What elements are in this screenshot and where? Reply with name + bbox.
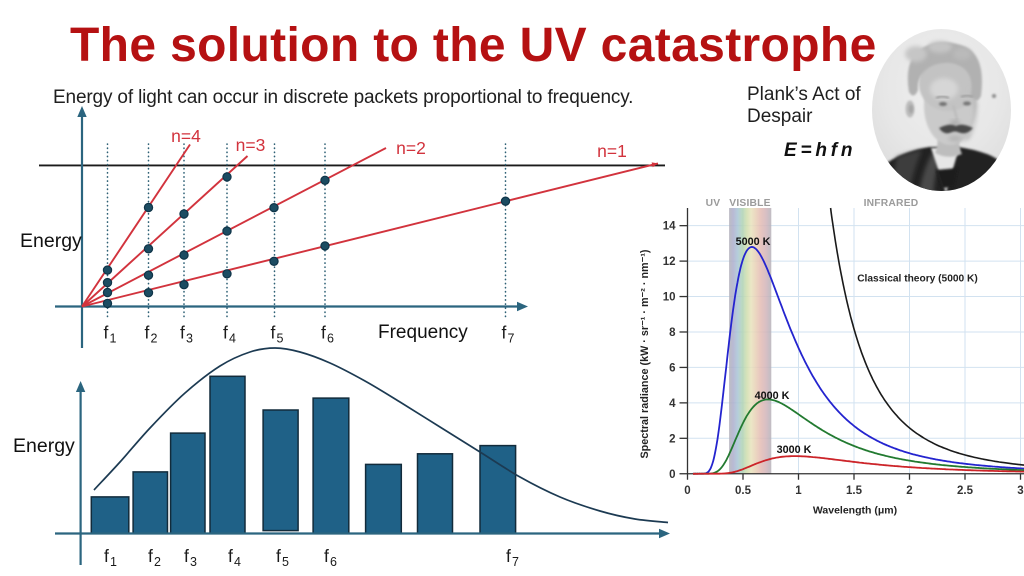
- svg-text:f: f: [502, 323, 507, 343]
- svg-text:3000 K: 3000 K: [777, 444, 812, 456]
- svg-text:f: f: [145, 323, 150, 343]
- svg-text:Energy: Energy: [20, 230, 82, 252]
- svg-text:1: 1: [110, 555, 117, 569]
- svg-text:2: 2: [906, 485, 912, 497]
- svg-text:4: 4: [229, 332, 236, 346]
- svg-text:3: 3: [186, 332, 193, 346]
- svg-text:7: 7: [512, 555, 519, 569]
- svg-text:7: 7: [508, 332, 515, 346]
- svg-text:Wavelength (μm): Wavelength (μm): [813, 505, 897, 517]
- svg-text:Frequency: Frequency: [378, 322, 468, 343]
- svg-text:0: 0: [669, 469, 675, 481]
- svg-text:4: 4: [234, 555, 241, 569]
- svg-text:3: 3: [1017, 485, 1023, 497]
- svg-text:6: 6: [327, 332, 334, 346]
- svg-text:f: f: [223, 323, 228, 343]
- svg-text:4: 4: [669, 398, 676, 410]
- svg-text:5000 K: 5000 K: [736, 236, 771, 248]
- svg-text:VISIBLE: VISIBLE: [729, 198, 770, 209]
- svg-text:1.5: 1.5: [846, 485, 863, 497]
- svg-text:4000 K: 4000 K: [755, 390, 790, 402]
- svg-text:Energy: Energy: [13, 435, 75, 457]
- svg-text:Spectral radiance (kW · sr⁻¹ ·: Spectral radiance (kW · sr⁻¹ · m⁻² · nm⁻…: [639, 249, 651, 458]
- svg-text:5: 5: [282, 555, 289, 569]
- svg-text:1: 1: [795, 485, 802, 497]
- svg-text:8: 8: [669, 327, 676, 339]
- svg-text:f: f: [180, 323, 185, 343]
- svg-text:2: 2: [151, 332, 158, 346]
- svg-text:f: f: [506, 546, 511, 566]
- svg-text:6: 6: [330, 555, 337, 569]
- svg-text:f: f: [271, 323, 276, 343]
- svg-text:f: f: [184, 546, 189, 566]
- svg-text:f: f: [228, 546, 233, 566]
- svg-text:INFRARED: INFRARED: [864, 198, 919, 209]
- svg-text:1: 1: [110, 332, 117, 346]
- svg-text:f: f: [324, 546, 329, 566]
- svg-text:f: f: [321, 323, 326, 343]
- svg-text:0.5: 0.5: [735, 485, 752, 497]
- svg-text:14: 14: [663, 221, 676, 233]
- svg-text:2: 2: [669, 433, 675, 445]
- svg-text:2.5: 2.5: [957, 485, 974, 497]
- svg-text:f: f: [104, 546, 109, 566]
- svg-text:n=3: n=3: [236, 135, 266, 155]
- svg-text:f: f: [148, 546, 153, 566]
- svg-text:10: 10: [663, 292, 676, 304]
- svg-text:5: 5: [277, 332, 284, 346]
- svg-text:UV: UV: [706, 198, 721, 209]
- svg-text:2: 2: [154, 555, 161, 569]
- svg-text:n=4: n=4: [171, 126, 201, 146]
- svg-text:6: 6: [669, 362, 675, 374]
- svg-text:12: 12: [663, 256, 676, 268]
- svg-text:f: f: [276, 546, 281, 566]
- svg-text:f: f: [104, 323, 109, 343]
- svg-text:n=1: n=1: [597, 141, 627, 161]
- svg-text:0: 0: [684, 485, 690, 497]
- svg-text:3: 3: [190, 555, 197, 569]
- svg-text:n=2: n=2: [396, 138, 426, 158]
- svg-text:Classical theory (5000 K): Classical theory (5000 K): [857, 274, 978, 285]
